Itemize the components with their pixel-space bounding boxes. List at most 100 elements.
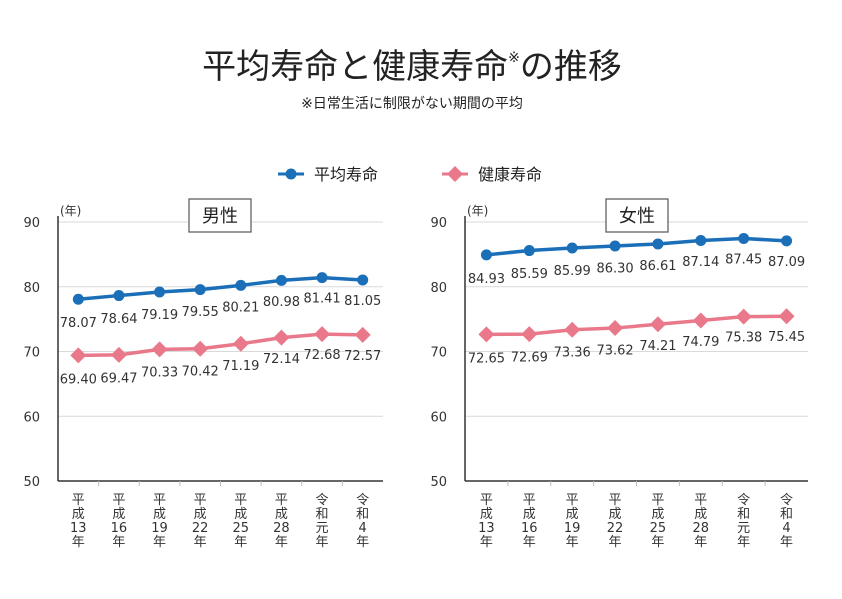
x-tick-label: 平成 22 年 (607, 493, 624, 550)
data-point-healthy (692, 312, 709, 329)
data-point-average (235, 279, 247, 291)
data-point-average (480, 249, 492, 261)
data-point-average (609, 240, 621, 252)
y-tick-label: 60 (23, 410, 40, 425)
data-point-healthy (607, 320, 624, 337)
data-label: 74.21 (639, 339, 676, 354)
data-label: 84.93 (468, 272, 505, 287)
y-tick-label: 70 (430, 346, 447, 361)
legend: 平均寿命 健康寿命 (278, 165, 542, 184)
legend-marker-average (285, 168, 297, 180)
legend-label-average: 平均寿命 (314, 165, 378, 184)
data-label: 69.40 (60, 372, 97, 387)
data-label: 70.33 (141, 365, 178, 380)
legend-marker-healthy (447, 166, 463, 182)
data-label: 70.42 (182, 364, 219, 379)
y-tick-label: 90 (23, 216, 40, 231)
data-point-healthy (649, 316, 666, 333)
data-point-average (275, 274, 287, 286)
data-point-average (695, 235, 707, 247)
data-label: 87.09 (768, 255, 805, 270)
data-point-healthy (232, 335, 249, 352)
series-line-average (486, 236, 787, 257)
data-label: 72.68 (303, 348, 340, 363)
panel-title-box: 男性 (188, 198, 252, 233)
panel-title: 男性 (202, 206, 238, 227)
data-label: 72.14 (263, 352, 300, 367)
data-point-healthy (354, 326, 371, 343)
data-point-average (566, 242, 578, 254)
x-tick-label: 平成 16 年 (521, 493, 538, 550)
panel-title-frame (188, 198, 252, 233)
data-label: 86.61 (639, 259, 676, 274)
data-label: 87.45 (725, 253, 762, 268)
data-point-average (194, 284, 206, 296)
x-tick-label: 平成 19 年 (564, 493, 581, 550)
data-label: 80.21 (222, 300, 259, 315)
data-point-average (357, 274, 369, 286)
data-label: 79.19 (141, 308, 178, 323)
y-axis-unit: (年) (60, 204, 81, 218)
x-tick-label: 平成 19 年 (151, 493, 168, 550)
x-tick-label: 平成 28 年 (273, 493, 290, 550)
x-tick-label: 平成 25 年 (650, 493, 667, 550)
data-point-average (113, 290, 125, 302)
data-label: 81.05 (344, 294, 381, 309)
data-label: 85.99 (554, 264, 591, 279)
y-tick-label: 80 (430, 281, 447, 296)
x-tick-label: 平成 13 年 (70, 493, 87, 550)
x-tick-label: 令和 4 年 (356, 493, 369, 550)
y-tick-label: 90 (430, 216, 447, 231)
x-tick-label: 令和 4 年 (780, 493, 793, 550)
data-point-healthy (521, 326, 538, 343)
panel-title-frame (605, 198, 669, 233)
data-point-average (316, 272, 328, 284)
x-tick-label: 平成 25 年 (233, 493, 250, 550)
data-point-average (781, 235, 793, 247)
data-point-average (523, 245, 535, 257)
y-tick-label: 50 (430, 475, 447, 490)
panel-title: 女性 (619, 206, 655, 227)
data-label: 71.19 (222, 359, 259, 374)
data-label: 85.59 (511, 267, 548, 282)
legend-label-healthy: 健康寿命 (478, 165, 542, 184)
x-tick-label: 平成 22 年 (192, 493, 209, 550)
data-label: 81.41 (303, 292, 340, 307)
data-label: 86.30 (596, 261, 633, 276)
x-tick-label: 平成 13 年 (478, 493, 495, 550)
data-label: 80.98 (263, 295, 300, 310)
y-tick-label: 50 (23, 475, 40, 490)
data-point-healthy (192, 340, 209, 357)
data-point-average (72, 293, 84, 305)
x-tick-label: 令和元年 (737, 493, 750, 550)
data-point-healthy (564, 321, 581, 338)
data-label: 75.45 (768, 330, 805, 345)
data-label: 72.65 (468, 351, 505, 366)
data-point-healthy (70, 347, 87, 364)
y-axis-unit: (年) (467, 204, 488, 218)
data-label: 73.36 (554, 346, 591, 361)
data-point-healthy (273, 329, 290, 346)
chart-subtitle: ※日常生活に制限がない期間の平均 (301, 96, 523, 112)
x-tick-label: 平成 28 年 (693, 493, 710, 550)
series-line-average (78, 275, 363, 301)
data-label: 75.38 (725, 331, 762, 346)
data-point-healthy (151, 341, 168, 358)
data-label: 87.14 (682, 255, 719, 270)
data-point-healthy (314, 326, 331, 343)
data-label: 78.64 (100, 312, 137, 327)
x-tick-label: 平成 16 年 (111, 493, 128, 550)
data-point-average (652, 238, 664, 250)
data-point-average (154, 286, 166, 298)
data-label: 74.79 (682, 335, 719, 350)
data-label: 78.07 (60, 316, 97, 331)
y-tick-label: 70 (23, 346, 40, 361)
data-point-healthy (478, 326, 495, 343)
data-label: 79.55 (182, 305, 219, 320)
y-tick-label: 80 (23, 281, 40, 296)
data-label: 69.47 (100, 371, 137, 386)
x-tick-label: 令和元年 (316, 493, 329, 550)
data-point-average (738, 233, 750, 245)
